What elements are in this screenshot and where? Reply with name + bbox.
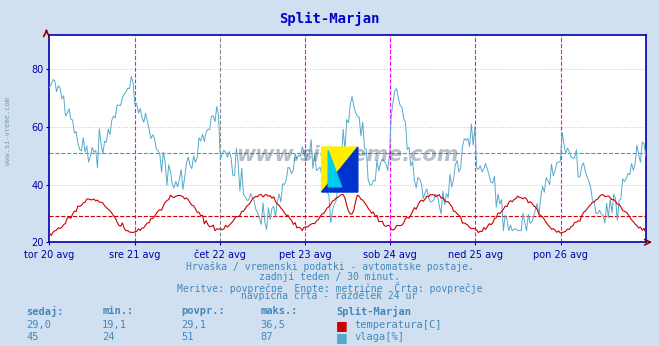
Text: ■: ■ xyxy=(336,331,348,344)
Text: navpična črta - razdelek 24 ur: navpična črta - razdelek 24 ur xyxy=(241,291,418,301)
Polygon shape xyxy=(322,147,358,192)
Polygon shape xyxy=(322,147,358,192)
Text: 19,1: 19,1 xyxy=(102,320,127,330)
Text: temperatura[C]: temperatura[C] xyxy=(355,320,442,330)
Text: sedaj:: sedaj: xyxy=(26,306,64,317)
Text: vlaga[%]: vlaga[%] xyxy=(355,332,405,342)
Text: zadnji teden / 30 minut.: zadnji teden / 30 minut. xyxy=(259,272,400,282)
Text: 45: 45 xyxy=(26,332,39,342)
Text: Meritve: povprečne  Enote: metrične  Črta: povprečje: Meritve: povprečne Enote: metrične Črta:… xyxy=(177,282,482,294)
Text: 29,0: 29,0 xyxy=(26,320,51,330)
Text: 24: 24 xyxy=(102,332,115,342)
Text: povpr.:: povpr.: xyxy=(181,306,225,316)
Polygon shape xyxy=(328,151,341,187)
Text: 29,1: 29,1 xyxy=(181,320,206,330)
Text: 36,5: 36,5 xyxy=(260,320,285,330)
Text: 51: 51 xyxy=(181,332,194,342)
Text: www.si-vreme.com: www.si-vreme.com xyxy=(5,98,11,165)
Text: ■: ■ xyxy=(336,319,348,332)
Text: Split-Marjan: Split-Marjan xyxy=(336,306,411,317)
Text: Split-Marjan: Split-Marjan xyxy=(279,12,380,26)
Text: min.:: min.: xyxy=(102,306,133,316)
Text: www.si-vreme.com: www.si-vreme.com xyxy=(237,145,459,165)
Text: maks.:: maks.: xyxy=(260,306,298,316)
Text: Hrvaška / vremenski podatki - avtomatske postaje.: Hrvaška / vremenski podatki - avtomatske… xyxy=(186,261,473,272)
Text: 87: 87 xyxy=(260,332,273,342)
